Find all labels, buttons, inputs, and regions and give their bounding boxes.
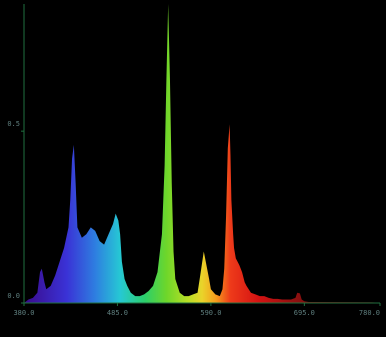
y-tick-label: 0.5 — [7, 120, 20, 128]
x-tick-label: 380.0 — [13, 309, 34, 317]
y-tick-label: 0.0 — [7, 292, 20, 300]
x-ticks: 380.0 485.0 590.0 695.0 780.0 — [13, 303, 381, 317]
x-tick-label: 485.0 — [107, 309, 128, 317]
y-ticks: 0.0 0.5 — [7, 120, 24, 304]
x-tick-label: 590.0 — [200, 309, 221, 317]
x-tick-label: 695.0 — [294, 309, 315, 317]
axes — [23, 4, 380, 304]
spectrum-area — [24, 4, 380, 303]
x-tick-label: 780.0 — [359, 309, 380, 317]
